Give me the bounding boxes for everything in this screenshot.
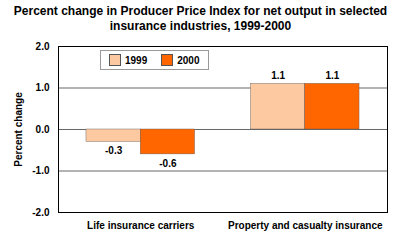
svg-text:-0.6: -0.6 <box>159 158 177 169</box>
svg-text:Life insurance carriers: Life insurance carriers <box>87 220 195 231</box>
svg-text:1.1: 1.1 <box>271 70 285 81</box>
svg-text:0.0: 0.0 <box>36 124 50 135</box>
svg-text:2.0: 2.0 <box>36 41 50 52</box>
svg-text:1.1: 1.1 <box>325 70 339 81</box>
svg-text:Property and casualty insuranc: Property and casualty insurance <box>228 220 383 231</box>
svg-text:1.0: 1.0 <box>36 82 50 93</box>
svg-text:Percent change: Percent change <box>13 92 24 167</box>
html-text:2000: 2000 <box>177 54 200 66</box>
svg-text:-0.3: -0.3 <box>105 145 123 156</box>
html-text:Percent change in Producer Pri: Percent change in Producer Price Index f… <box>13 4 388 33</box>
svg-text:-2.0: -2.0 <box>32 207 50 218</box>
html-text:1999: 1999 <box>125 54 148 66</box>
svg-text:-1.0: -1.0 <box>32 165 50 176</box>
